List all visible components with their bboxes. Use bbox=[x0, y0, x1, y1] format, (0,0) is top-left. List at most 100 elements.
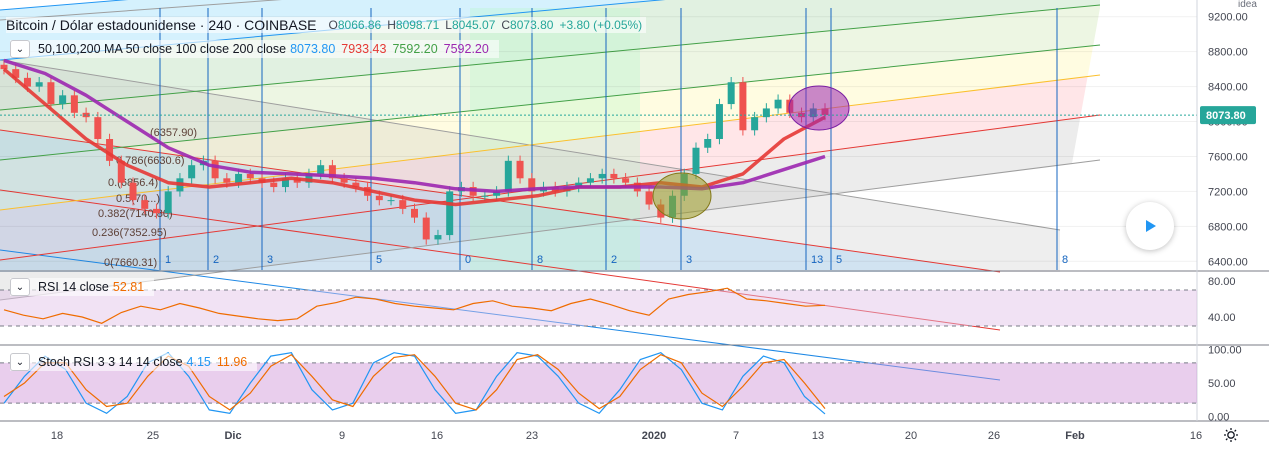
candle-body bbox=[422, 217, 430, 240]
ma-value-4: 7592.20 bbox=[443, 42, 489, 56]
stoch-line bbox=[3, 353, 826, 411]
cycle-label: 5 bbox=[836, 254, 842, 266]
ma-legend[interactable]: ⌄ 50,100,200 MA 50 close 100 close 200 c… bbox=[10, 40, 499, 58]
rsi-line bbox=[3, 287, 826, 324]
fib-label: (6357.90) bbox=[150, 127, 197, 139]
candle-body bbox=[35, 82, 43, 87]
candle-body bbox=[645, 191, 653, 205]
last-price-badge bbox=[1200, 106, 1256, 125]
candle-body bbox=[281, 178, 289, 188]
time-tick: 16 bbox=[431, 430, 443, 442]
cycle-label: 2 bbox=[213, 254, 219, 266]
time-tick: 7 bbox=[733, 430, 739, 442]
rsi-legend[interactable]: ⌄ RSI 14 close 52.81 bbox=[10, 278, 155, 296]
rsi-legend-label: RSI 14 close bbox=[38, 280, 109, 294]
candle-body bbox=[516, 160, 524, 179]
candle-body bbox=[727, 82, 735, 105]
candle-body bbox=[411, 208, 418, 218]
candle-body bbox=[528, 178, 536, 192]
candle-body bbox=[188, 165, 196, 179]
candle-body bbox=[59, 95, 67, 105]
settings-button[interactable] bbox=[1221, 425, 1241, 445]
candle-body bbox=[598, 173, 606, 179]
candle-body bbox=[739, 82, 747, 131]
stoch-d-value: 11.96 bbox=[216, 355, 248, 369]
stoch-k-value: 4.15 bbox=[186, 355, 211, 369]
candle-body bbox=[610, 173, 618, 179]
candle-body bbox=[762, 108, 770, 118]
chevron-down-icon[interactable]: ⌄ bbox=[10, 353, 30, 371]
price-tick: 8800.00 bbox=[1208, 47, 1248, 59]
stoch-legend-label: Stoch RSI 3 3 14 14 close bbox=[38, 355, 183, 369]
price-tick: 6800.00 bbox=[1208, 221, 1248, 233]
play-button[interactable] bbox=[1126, 202, 1174, 250]
candle-body bbox=[399, 200, 407, 209]
fib-channel-line bbox=[0, 44, 1101, 161]
candle-body bbox=[235, 173, 243, 183]
annotation-ellipse bbox=[788, 85, 850, 131]
high-label: H bbox=[387, 18, 396, 32]
candle-body bbox=[387, 200, 395, 202]
cycle-label: 13 bbox=[811, 254, 823, 266]
stoch-tick: 50.00 bbox=[1208, 378, 1236, 390]
price-tick: 6400.00 bbox=[1208, 256, 1248, 268]
stoch-legend[interactable]: ⌄ Stoch RSI 3 3 14 14 close 4.15 11.96 bbox=[10, 353, 258, 371]
rsi-tick: 40.00 bbox=[1208, 312, 1236, 324]
fib-channel-line bbox=[0, 4, 1101, 111]
candle-body bbox=[164, 191, 172, 214]
rsi-tick: 80.00 bbox=[1208, 276, 1236, 288]
candle-body bbox=[70, 95, 78, 113]
close-label: C bbox=[501, 18, 511, 32]
candle-body bbox=[270, 182, 278, 188]
price-tick: 7600.00 bbox=[1208, 151, 1248, 163]
fib-channel-line bbox=[0, 159, 1101, 301]
candle-body bbox=[305, 173, 313, 183]
candle-body bbox=[715, 104, 723, 139]
candle-body bbox=[704, 139, 712, 148]
fib-label: 0.236(7352.95) bbox=[92, 227, 167, 239]
candle-body bbox=[504, 160, 512, 192]
candle-body bbox=[246, 173, 254, 179]
cycle-label: 8 bbox=[537, 254, 543, 266]
time-tick: 25 bbox=[147, 430, 159, 442]
candle-body bbox=[692, 147, 700, 174]
low-label: L bbox=[445, 18, 452, 32]
time-tick: 26 bbox=[988, 430, 1000, 442]
rsi-value: 52.81 bbox=[112, 280, 145, 294]
change-value: +3.80 (+0.05%) bbox=[559, 18, 643, 32]
candle-body bbox=[481, 195, 489, 197]
chevron-down-icon[interactable]: ⌄ bbox=[10, 278, 30, 296]
candle-body bbox=[12, 69, 20, 78]
trend-line bbox=[0, 0, 282, 21]
time-tick: 2020 bbox=[642, 430, 666, 442]
open-label: O bbox=[328, 18, 338, 32]
price-tick: 9200.00 bbox=[1208, 12, 1248, 24]
candle-body bbox=[493, 191, 501, 196]
candle-body bbox=[751, 117, 759, 131]
candle-body bbox=[94, 117, 102, 139]
chevron-down-icon[interactable]: ⌄ bbox=[10, 40, 30, 58]
symbol-title: Bitcoin / Dólar estadounidense · 240 · C… bbox=[6, 17, 317, 33]
candle-body bbox=[622, 178, 630, 183]
candle-body bbox=[575, 182, 583, 188]
cycle-label: 3 bbox=[686, 254, 692, 266]
fib-channel-band bbox=[0, 115, 1100, 300]
candle-body bbox=[129, 182, 137, 201]
candle-body bbox=[434, 235, 442, 240]
candle-body bbox=[328, 165, 336, 179]
trend-line bbox=[0, 249, 1001, 381]
time-tick: Dic bbox=[224, 430, 241, 442]
stoch-tick: 100.00 bbox=[1208, 344, 1242, 356]
stoch-line bbox=[3, 351, 826, 415]
high-value: 8098.71 bbox=[395, 18, 440, 32]
price-tick: 7200.00 bbox=[1208, 186, 1248, 198]
cycle-label: 8 bbox=[1062, 254, 1068, 266]
stoch-tick: 0.00 bbox=[1208, 412, 1229, 424]
open-value: 8066.86 bbox=[337, 18, 382, 32]
descending-channel-band bbox=[0, 60, 1060, 272]
fib-channel-band bbox=[0, 5, 1100, 160]
candle-body bbox=[141, 200, 149, 209]
candle-body bbox=[0, 64, 8, 70]
